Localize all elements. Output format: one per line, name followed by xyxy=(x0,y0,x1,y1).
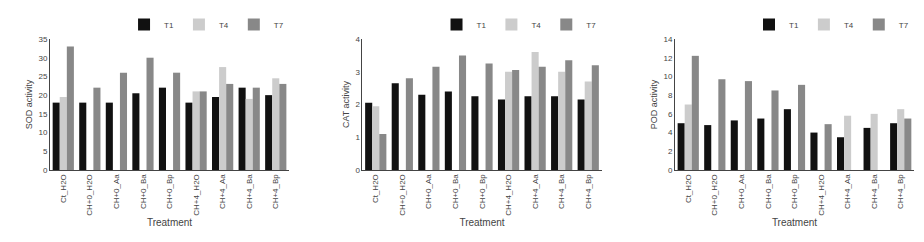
svg-text:POD activity: POD activity xyxy=(649,79,659,129)
svg-text:20: 20 xyxy=(38,91,47,100)
svg-text:CH+0_Ba: CH+0_Ba xyxy=(764,174,773,209)
svg-text:CH+4_Aa: CH+4_Aa xyxy=(218,174,227,209)
svg-text:CH+0_Ba: CH+0_Ba xyxy=(139,174,148,209)
svg-text:CH+0_Aa: CH+0_Aa xyxy=(424,174,433,209)
svg-text:Ct_H2O: Ct_H2O xyxy=(59,174,68,203)
svg-text:35: 35 xyxy=(38,35,47,44)
svg-text:CH+4_Bp: CH+4_Bp xyxy=(584,174,593,209)
svg-text:CH+4_Aa: CH+4_Aa xyxy=(531,174,540,209)
svg-text:15: 15 xyxy=(38,110,47,119)
svg-text:CH+0_Bp: CH+0_Bp xyxy=(478,174,487,209)
svg-text:CH+4_Ba: CH+4_Ba xyxy=(245,174,254,209)
svg-text:CH+0_Ba: CH+0_Ba xyxy=(451,174,460,209)
svg-text:T7: T7 xyxy=(586,21,596,30)
svg-text:0: 0 xyxy=(43,166,48,175)
svg-text:Ct_H2O: Ct_H2O xyxy=(684,174,693,203)
svg-text:CH+0_H2O: CH+0_H2O xyxy=(398,174,407,216)
svg-text:T7: T7 xyxy=(899,21,909,30)
svg-text:CH+0_Bp: CH+0_Bp xyxy=(165,174,174,209)
svg-text:12: 12 xyxy=(663,54,672,63)
svg-text:10: 10 xyxy=(663,72,672,81)
svg-text:6: 6 xyxy=(668,110,673,119)
svg-text:CH+4_Ba: CH+4_Ba xyxy=(557,174,566,209)
svg-text:CH+4_H2O: CH+4_H2O xyxy=(192,174,201,216)
svg-text:8: 8 xyxy=(668,91,673,100)
svg-text:CH+4_Ba: CH+4_Ba xyxy=(870,174,879,209)
svg-text:T4: T4 xyxy=(844,21,854,30)
svg-text:Ct_H2O: Ct_H2O xyxy=(371,174,380,203)
svg-text:CH+0_H2O: CH+0_H2O xyxy=(85,174,94,216)
svg-text:T1: T1 xyxy=(164,21,174,30)
svg-text:14: 14 xyxy=(663,35,672,44)
svg-text:CH+4_Aa: CH+4_Aa xyxy=(843,174,852,209)
svg-text:CH+4_Bp: CH+4_Bp xyxy=(271,174,280,209)
svg-text:CH+4_H2O: CH+4_H2O xyxy=(817,174,826,216)
svg-text:Treatment: Treatment xyxy=(459,217,504,228)
svg-text:CH+4_Bp: CH+4_Bp xyxy=(896,174,905,209)
svg-text:Treatment: Treatment xyxy=(147,217,192,228)
svg-text:CH+0_H2O: CH+0_H2O xyxy=(710,174,719,216)
svg-text:CH+4_H2O: CH+4_H2O xyxy=(504,174,513,216)
svg-text:T1: T1 xyxy=(789,21,799,30)
svg-text:CH+0_Aa: CH+0_Aa xyxy=(112,174,121,209)
svg-text:0: 0 xyxy=(355,166,360,175)
svg-text:3: 3 xyxy=(355,68,360,77)
svg-text:30: 30 xyxy=(38,54,47,63)
svg-text:T7: T7 xyxy=(274,21,284,30)
svg-text:0: 0 xyxy=(668,166,673,175)
svg-text:SOD activity: SOD activity xyxy=(24,79,34,129)
svg-text:CAT activity: CAT activity xyxy=(341,80,351,128)
svg-text:5: 5 xyxy=(43,147,48,156)
svg-text:4: 4 xyxy=(355,35,360,44)
svg-text:T4: T4 xyxy=(531,21,541,30)
svg-text:Treatment: Treatment xyxy=(772,217,817,228)
svg-text:1: 1 xyxy=(355,133,360,142)
svg-text:10: 10 xyxy=(38,128,47,137)
svg-text:CH+0_Bp: CH+0_Bp xyxy=(790,174,799,209)
svg-text:CH+0_Aa: CH+0_Aa xyxy=(737,174,746,209)
svg-text:T4: T4 xyxy=(219,21,229,30)
svg-text:25: 25 xyxy=(38,72,47,81)
svg-text:T1: T1 xyxy=(477,21,487,30)
svg-text:4: 4 xyxy=(668,128,673,137)
svg-text:2: 2 xyxy=(355,100,360,109)
svg-text:2: 2 xyxy=(668,147,673,156)
